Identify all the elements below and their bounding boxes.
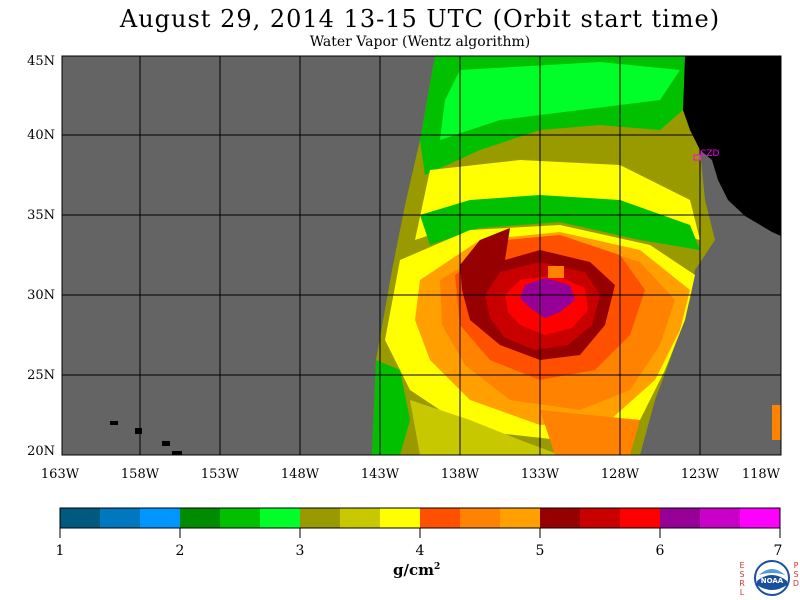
lon-label: 128W xyxy=(601,467,640,482)
lon-label: 143W xyxy=(361,467,400,482)
logo-esrl-letters: E S R L xyxy=(738,561,746,597)
lat-label: 35N xyxy=(27,208,55,223)
logo-letter: P xyxy=(793,561,799,570)
lon-label: 158W xyxy=(121,467,160,482)
map-frame xyxy=(61,55,782,456)
station-label: CZD xyxy=(700,149,719,159)
colorbar-cell xyxy=(340,508,381,528)
colorbar-cell xyxy=(100,508,141,528)
colorbar-tick-label: 5 xyxy=(536,543,545,559)
colorbar-tick-label: 4 xyxy=(416,543,425,559)
logo-letter: L xyxy=(739,588,745,597)
colorbar-cell xyxy=(660,508,701,528)
swath-band-olive-south xyxy=(410,400,560,455)
units-base: g/cm xyxy=(393,561,434,579)
logo-letter: S xyxy=(793,570,799,579)
land-masses xyxy=(110,56,781,455)
station-marker-czd: CZD xyxy=(693,149,719,161)
colorbar: 1 2 3 4 5 6 7 xyxy=(56,507,783,559)
swath-spot-orange-east xyxy=(772,405,781,440)
lon-label: 163W xyxy=(41,467,80,482)
colorbar-cell xyxy=(60,508,101,528)
logo-letter: E xyxy=(739,561,745,570)
lat-label: 40N xyxy=(27,128,55,143)
colorbar-cells xyxy=(60,508,781,528)
colorbar-cell xyxy=(500,508,541,528)
colorbar-cell xyxy=(260,508,301,528)
colorbar-ticks xyxy=(59,528,781,538)
colorbar-tick-label: 6 xyxy=(656,543,665,559)
latitude-labels: 45N 40N 35N 30N 25N 20N xyxy=(27,54,55,459)
hawaii-islands xyxy=(110,421,182,455)
colorbar-tick-label: 2 xyxy=(176,543,185,559)
lon-label: 138W xyxy=(441,467,480,482)
colorbar-cell xyxy=(580,508,621,528)
map-subtitle: Water Vapor (Wentz algorithm) xyxy=(309,34,531,50)
north-america-coast xyxy=(683,56,781,236)
noaa-seal-icon: NOAA xyxy=(754,560,790,596)
colorbar-cell xyxy=(620,508,661,528)
logo-letter: D xyxy=(792,579,800,588)
swath-band-orange-south xyxy=(540,410,640,455)
colorbar-cell xyxy=(740,508,781,528)
logo-center-text: NOAA xyxy=(761,577,784,585)
lon-label: 123W xyxy=(681,467,720,482)
lon-label: 153W xyxy=(201,467,240,482)
swath-spot-orange xyxy=(548,266,564,278)
lon-label: 148W xyxy=(281,467,320,482)
colorbar-tick-label: 1 xyxy=(56,543,65,559)
colorbar-cell xyxy=(700,508,741,528)
swath-band-green-mid xyxy=(420,195,700,250)
lat-lon-grid xyxy=(62,56,781,455)
colorbar-tick-label: 3 xyxy=(296,543,305,559)
swath-band-purple-center xyxy=(520,278,575,318)
colorbar-units: g/cm2 xyxy=(393,561,440,579)
map-title: August 29, 2014 13-15 UTC (Orbit start t… xyxy=(119,5,721,33)
lat-label: 30N xyxy=(27,288,55,303)
colorbar-cell xyxy=(540,508,581,528)
water-vapor-swath xyxy=(372,56,781,455)
colorbar-cell xyxy=(180,508,221,528)
lon-label: 118W xyxy=(742,467,781,482)
noaa-esrl-psd-logo: E S R L NOAA P S D xyxy=(738,557,800,600)
map-plot-area: CZD xyxy=(62,56,781,455)
units-exponent: 2 xyxy=(433,562,441,572)
lon-label: 133W xyxy=(521,467,560,482)
station-marker-icon xyxy=(693,154,701,161)
colorbar-cell xyxy=(460,508,501,528)
lat-label: 45N xyxy=(27,54,55,69)
colorbar-cell xyxy=(420,508,461,528)
colorbar-cell xyxy=(300,508,341,528)
colorbar-cell xyxy=(380,508,421,528)
colorbar-cell xyxy=(220,508,261,528)
swath-band-green-south xyxy=(372,360,410,455)
lat-label: 20N xyxy=(27,444,55,459)
colorbar-cell xyxy=(140,508,181,528)
logo-letter: R xyxy=(739,579,745,588)
lat-label: 25N xyxy=(27,368,55,383)
logo-psd-letters: P S D xyxy=(792,561,800,588)
colorbar-tick-label: 7 xyxy=(774,543,783,559)
longitude-labels: 163W 158W 153W 148W 143W 138W 133W 128W … xyxy=(41,467,781,482)
logo-letter: S xyxy=(739,570,745,579)
